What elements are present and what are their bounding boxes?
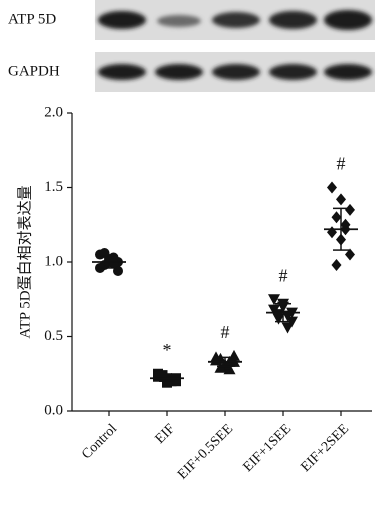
data-point (327, 182, 337, 194)
data-point (332, 211, 342, 223)
y-axis-label: ATP 5D蛋白相对表达量 (16, 185, 33, 338)
significance-mark: # (337, 154, 346, 174)
y-tick-label: 1.0 (44, 253, 63, 269)
significance-mark: * (163, 340, 172, 360)
western-blot: ATP 5D GAPDH (8, 0, 375, 92)
blot-label: ATP 5D (8, 11, 56, 27)
blot-label: GAPDH (8, 63, 60, 79)
x-tick-label: EIF (153, 421, 179, 447)
data-point (336, 193, 346, 205)
x-tick-label: EIF+0.5SEE (175, 421, 236, 482)
x-tick-label: EIF+1SEE (241, 421, 295, 475)
significance-mark: # (279, 265, 288, 285)
y-tick-label: 2.0 (44, 104, 63, 120)
chart: ATP 5D GAPDH ATP 5D蛋白相对表达量 0.0 0.5 1.0 1.5 2… (0, 0, 383, 505)
significance-mark: # (221, 322, 230, 342)
data-point (109, 258, 119, 268)
y-tick-label: 1.5 (44, 179, 63, 195)
data-point (345, 204, 355, 216)
x-tick-label: EIF+2SEE (299, 421, 353, 475)
y-tick-label: 0.0 (44, 402, 63, 418)
x-tick-label: Control (79, 421, 120, 462)
data-point (327, 226, 337, 238)
page: {"blot": {"labels": ["ATP 5D", "GAPDH"]}… (0, 0, 383, 505)
data-point (332, 259, 342, 271)
y-tick-label: 0.5 (44, 328, 63, 344)
